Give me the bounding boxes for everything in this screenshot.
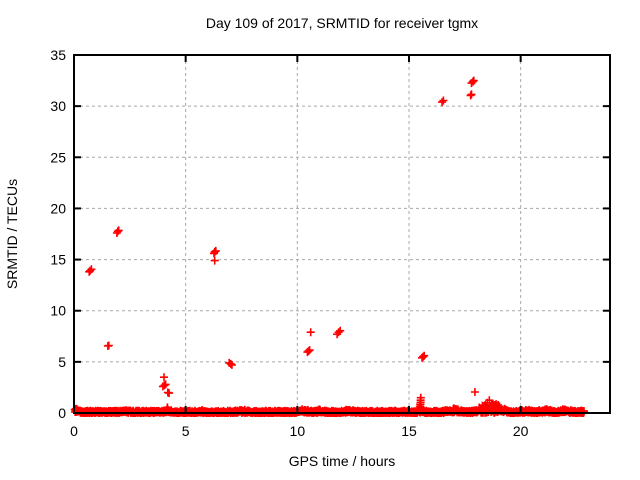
plot-border bbox=[73, 54, 611, 414]
data-point-marker bbox=[104, 341, 113, 350]
data-point-marker bbox=[114, 226, 123, 235]
data-point-marker bbox=[211, 246, 220, 255]
plot-title: Day 109 of 2017, SRMTID for receiver tgm… bbox=[206, 15, 478, 31]
y-tick-label: 5 bbox=[58, 354, 66, 370]
data-point-marker bbox=[466, 91, 475, 100]
data-point-marker bbox=[336, 326, 345, 335]
tick-labels: 0 5 10 15 20 0 5 10 15 20 25 30 35 bbox=[50, 47, 528, 439]
y-tick-label: 35 bbox=[50, 47, 66, 63]
y-tick-label: 30 bbox=[50, 98, 66, 114]
data-point-marker bbox=[227, 360, 236, 369]
plot-frame bbox=[73, 54, 611, 414]
grid bbox=[74, 55, 610, 413]
data-point-marker bbox=[469, 76, 478, 85]
y-tick-label: 20 bbox=[50, 200, 66, 216]
data-point-marker bbox=[160, 381, 169, 390]
data-point-marker bbox=[86, 266, 95, 275]
data-point-marker bbox=[226, 359, 235, 368]
data-point-marker bbox=[419, 352, 428, 361]
x-tick-label: 15 bbox=[401, 423, 417, 439]
data-point-marker bbox=[306, 328, 315, 337]
data-point-marker bbox=[416, 393, 425, 402]
data-point-marker bbox=[470, 388, 479, 396]
data-point-marker bbox=[420, 351, 429, 360]
data-point-marker bbox=[467, 90, 476, 99]
x-tick-label: 0 bbox=[70, 423, 78, 439]
data-point-marker bbox=[439, 96, 448, 105]
data-point-marker bbox=[165, 389, 174, 398]
data-point-marker bbox=[304, 347, 313, 356]
data-point-marker bbox=[87, 265, 96, 274]
data-point-marker bbox=[305, 346, 314, 355]
x-axis-label: GPS time / hours bbox=[289, 453, 396, 469]
data-point-marker bbox=[210, 247, 219, 256]
y-tick-label: 15 bbox=[50, 252, 66, 268]
x-tick-label: 10 bbox=[290, 423, 306, 439]
y-tick-label: 0 bbox=[58, 405, 66, 421]
data-point-marker bbox=[163, 403, 172, 412]
data-point-marker bbox=[334, 328, 343, 337]
data-point-marker bbox=[438, 98, 447, 107]
data-point-marker bbox=[113, 227, 122, 236]
data-points bbox=[70, 76, 588, 417]
data-point-marker bbox=[210, 256, 219, 265]
data-point-marker bbox=[161, 380, 170, 389]
x-tick-label: 20 bbox=[513, 423, 529, 439]
y-tick-label: 25 bbox=[50, 149, 66, 165]
data-point-marker bbox=[160, 373, 168, 382]
x-tick-label: 5 bbox=[182, 423, 190, 439]
y-tick-label: 10 bbox=[50, 303, 66, 319]
data-point-marker bbox=[468, 77, 477, 86]
y-axis-label: SRMTID / TECUs bbox=[4, 179, 20, 289]
